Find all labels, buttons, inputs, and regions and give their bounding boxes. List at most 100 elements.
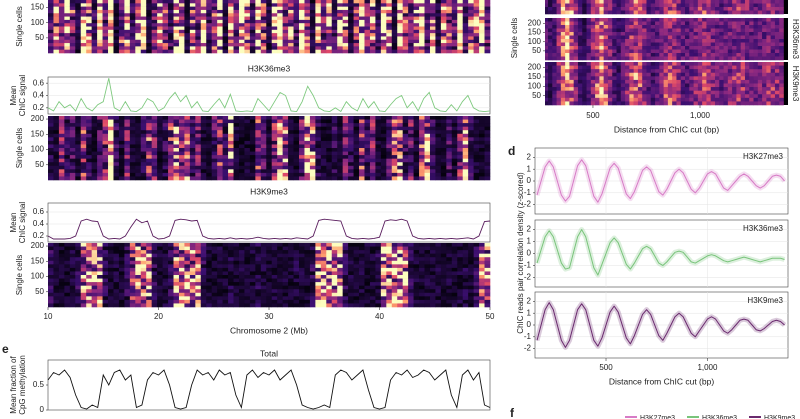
heatmap-cell (249, 250, 256, 254)
heatmap-cell (380, 162, 387, 167)
heatmap-cell (468, 49, 474, 54)
heatmap-cell (359, 176, 365, 181)
heatmap-cell (97, 126, 103, 131)
heatmap-cell (260, 285, 267, 290)
heatmap-cell (577, 3, 583, 8)
heatmap-cell (369, 292, 376, 297)
heatmap-cell (91, 9, 98, 14)
heatmap-cell (348, 137, 354, 142)
heatmap-cell (184, 253, 191, 258)
heatmap-cell (86, 165, 92, 170)
heatmap-cell (271, 264, 278, 269)
heatmap-cell (80, 36, 87, 41)
heatmap-cell (108, 155, 114, 159)
heatmap-cell (710, 32, 716, 36)
heatmap-cell (233, 148, 240, 152)
heatmap-cell (774, 0, 780, 4)
heatmap-cell (364, 257, 371, 262)
heatmap-cell (97, 151, 103, 156)
heatmap-cell (397, 26, 403, 31)
heatmap-cell (693, 25, 699, 29)
heatmap-cell (124, 299, 131, 304)
heatmap-cell (168, 33, 174, 37)
heatmap-cell (200, 130, 207, 135)
heatmap-cell (173, 292, 180, 297)
heatmap-cell (195, 26, 202, 31)
heatmap-cell (337, 148, 343, 152)
heatmap-cell (146, 275, 152, 279)
heatmap-cell (48, 275, 54, 279)
heatmap-cell (424, 243, 431, 247)
heatmap-cell (375, 169, 382, 174)
heatmap-cell (228, 23, 234, 27)
heatmap-cell (408, 23, 414, 27)
heatmap-cell (419, 264, 425, 269)
heatmap-cell (48, 144, 54, 149)
heatmap-cell (75, 144, 82, 149)
heatmap-cell (168, 6, 174, 11)
heatmap-cell (282, 282, 289, 286)
heatmap-cell (402, 282, 409, 286)
heatmap-cell (189, 26, 196, 31)
heatmap-cell (238, 43, 245, 47)
heatmap-cell (69, 126, 76, 131)
heatmap-cell (178, 292, 185, 297)
heatmap-cell (162, 26, 169, 31)
heatmap-cell (48, 13, 54, 17)
heatmap-cell (238, 243, 245, 247)
heatmap-cell (151, 0, 158, 4)
heatmap-cell (693, 32, 699, 36)
heatmap-cell (173, 49, 180, 54)
heatmap-cell (309, 253, 316, 258)
heatmap-cell (706, 0, 712, 4)
heatmap-cell (168, 39, 174, 44)
heatmap-cell (53, 130, 60, 135)
heatmap-cell (702, 35, 707, 40)
heatmap-cell (451, 253, 458, 258)
heatmap-cell (162, 0, 169, 4)
heatmap-cell (299, 257, 305, 262)
heatmap-cell (124, 36, 131, 41)
heatmap-cell (255, 296, 262, 301)
heatmap-cell (304, 158, 311, 163)
heatmap-cell (369, 148, 376, 152)
heatmap-cell (473, 39, 480, 44)
heatmap-cell (162, 267, 169, 272)
heatmap-cell (595, 0, 600, 4)
panel-title: Total (260, 348, 278, 358)
heatmap-cell (331, 275, 338, 279)
heatmap-cell (320, 126, 327, 131)
heatmap-cell (468, 155, 474, 159)
y-axis-label: CpG methylation (18, 355, 27, 415)
heatmap-cell (429, 148, 436, 152)
heatmap-cell (217, 36, 223, 41)
heatmap-cell (419, 0, 425, 4)
heatmap-cell (271, 119, 278, 124)
heatmap-cell (320, 151, 327, 156)
heatmap-cell (129, 46, 136, 50)
heatmap-cell (48, 130, 54, 135)
heatmap-cell (424, 264, 431, 269)
heatmap-cell (642, 53, 647, 57)
heatmap-cell (102, 169, 109, 174)
heatmap-cell (424, 296, 431, 301)
heatmap-cell (151, 19, 158, 24)
heatmap-cell (462, 299, 469, 304)
heatmap-cell (233, 49, 240, 54)
heatmap-cell (277, 260, 283, 265)
heatmap-cell (189, 250, 196, 254)
heatmap-cell (397, 140, 403, 145)
heatmap-cell (468, 162, 474, 167)
heatmap-cell (326, 130, 333, 135)
heatmap-cell (211, 285, 218, 290)
heatmap-cell (331, 155, 338, 159)
heatmap-cell (271, 151, 278, 156)
heatmap-cell (348, 250, 354, 254)
heatmap-cell (473, 36, 480, 41)
heatmap-cell (462, 0, 469, 4)
heatmap-cell (75, 243, 82, 247)
heatmap-cell (429, 172, 436, 177)
heatmap-cell (304, 3, 311, 7)
heatmap-cell (151, 296, 158, 301)
heatmap-cell (353, 292, 360, 297)
